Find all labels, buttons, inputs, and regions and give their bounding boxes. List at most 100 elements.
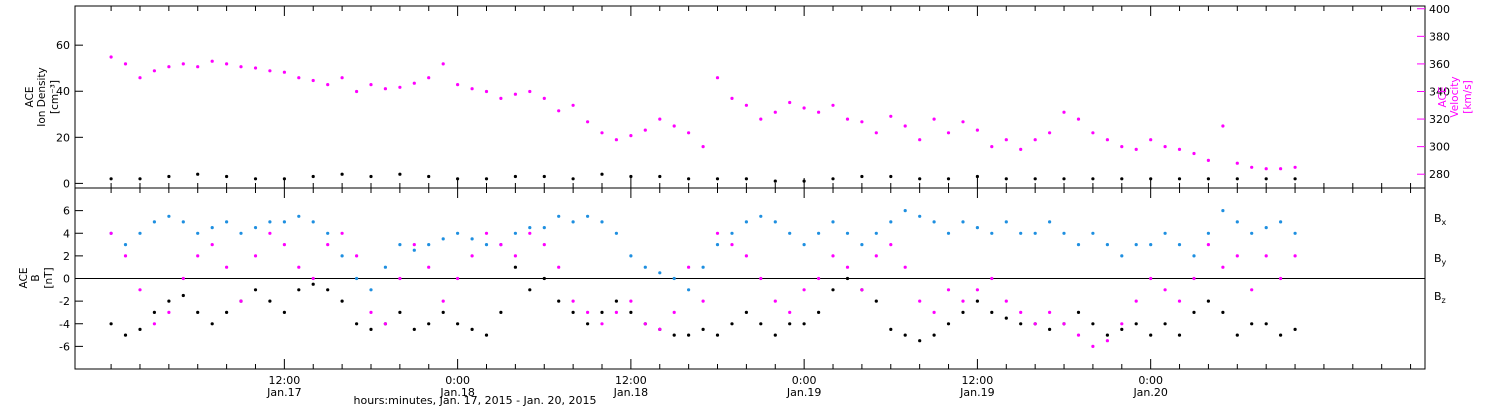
magnetic-field-series1-point xyxy=(946,231,951,235)
magnetic-field-series1-point xyxy=(1177,243,1182,247)
density-velocity-series1-point xyxy=(109,55,113,59)
magnetic-field-series2-point xyxy=(571,299,575,303)
density-velocity-series1-point xyxy=(672,124,676,128)
magnetic-field-series1-point xyxy=(975,226,980,230)
magnetic-field-series0-point xyxy=(586,322,590,326)
magnetic-field-series2-point xyxy=(1076,333,1081,337)
magnetic-field-series1-point xyxy=(427,243,431,247)
legend-entry: By xyxy=(1434,252,1447,267)
magnetic-field-series0-point xyxy=(355,322,359,326)
magnetic-field-series2-point xyxy=(542,243,546,247)
magnetic-field-series2-point xyxy=(773,299,777,303)
magnetic-field-series2-point xyxy=(297,265,301,269)
density-velocity-series0-point xyxy=(398,172,402,176)
x-tick-label-time: 0:00 xyxy=(1138,374,1163,387)
density-axis-label-line3: [cm⁻³] xyxy=(49,80,61,114)
magnetic-field-series0-point xyxy=(773,333,777,337)
density-velocity-series1-point xyxy=(730,96,734,100)
magnetic-field-series2-point xyxy=(600,322,604,326)
magnetic-field-series0-point xyxy=(1163,322,1167,326)
magnetic-field-series2-point xyxy=(1134,299,1138,303)
density-velocity-series1-point xyxy=(831,103,835,107)
magnetic-field-series0-point xyxy=(889,327,893,331)
magnetic-field-series1-point xyxy=(123,243,128,247)
velocity-tick-label: 400 xyxy=(1429,3,1450,16)
magnetic-field-series0-point xyxy=(1004,316,1008,320)
magnetic-field-series2-point xyxy=(355,254,359,258)
magnetic-field-series0-point xyxy=(557,299,561,303)
magnetic-field-series1-point xyxy=(672,276,676,281)
magnetic-field-series2-point xyxy=(167,310,171,314)
x-tick-label-time: 12:00 xyxy=(615,374,647,387)
density-velocity-series1-point xyxy=(383,87,387,91)
density-velocity-series1-point xyxy=(1192,151,1196,156)
magnetic-field-series0-point xyxy=(730,322,734,326)
magnetic-field-series2-point xyxy=(643,322,647,326)
density-tick-label: 60 xyxy=(56,39,70,52)
magnetic-field-series0-point xyxy=(311,282,315,286)
magnetic-field-series0-point xyxy=(874,299,878,303)
density-velocity-panel: 0 20 40 60 280 300 320 340 360 380 400 ACE Ion De… xyxy=(24,3,1474,191)
magnetic-field-series2-point xyxy=(470,254,474,258)
magnetic-field-series2-point xyxy=(586,310,590,314)
legend-entry: Bx xyxy=(1434,212,1447,227)
density-velocity-series0-point xyxy=(715,177,720,181)
density-velocity-series1-point xyxy=(528,89,532,94)
magnetic-field-series2-point xyxy=(1279,276,1283,281)
density-velocity-series0-point xyxy=(658,174,662,179)
density-velocity-series0-point xyxy=(1235,177,1239,181)
magnetic-field-series2-point xyxy=(1048,310,1052,314)
magnetic-field-series0-point xyxy=(268,299,272,303)
magnetic-field-series1-point xyxy=(225,220,229,224)
magnetic-field-panel: -6 -4 -2 0 2 4 6 ACE B [nT] Bx By Bz xyxy=(18,187,1447,370)
magnetic-field-series0-point xyxy=(181,293,185,298)
density-velocity-series0-point xyxy=(484,177,489,181)
density-velocity-series1-point xyxy=(701,145,705,149)
magnetic-field-series1-point xyxy=(1221,209,1225,213)
magnetic-field-series1-point xyxy=(167,214,171,218)
density-velocity-series1-point xyxy=(268,69,272,73)
magnetic-field-series2-point xyxy=(484,231,489,235)
density-velocity-series1-point xyxy=(1091,131,1095,135)
b-field-tick-label: 0 xyxy=(63,273,70,286)
magnetic-field-series0-point xyxy=(196,310,200,314)
magnetic-field-series0-point xyxy=(1177,333,1182,337)
b-axis-label-line3: [nT] xyxy=(43,267,55,288)
density-velocity-series0-point xyxy=(196,172,200,176)
magnetic-field-series0-point xyxy=(109,322,113,326)
magnetic-field-series1-point xyxy=(788,231,792,235)
magnetic-field-series1-point xyxy=(138,231,142,235)
density-velocity-series1-point xyxy=(181,62,185,66)
x-axis-label: hours:minutes, Jan. 17, 2015 - Jan. 20, … xyxy=(354,394,597,407)
density-velocity-series1-point xyxy=(340,76,344,80)
magnetic-field-series1-point xyxy=(297,214,301,218)
density-velocity-series1-point xyxy=(499,96,503,100)
magnetic-field-series0-point xyxy=(1235,333,1239,337)
magnetic-field-series1-point xyxy=(1091,231,1095,235)
magnetic-field-series0-point xyxy=(297,288,301,292)
density-velocity-series1-point xyxy=(874,131,878,135)
magnetic-field-series1-point xyxy=(990,231,994,235)
magnetic-field-series1-point xyxy=(1004,220,1008,224)
density-velocity-series1-point xyxy=(889,114,893,118)
density-velocity-series0-point xyxy=(860,174,864,179)
magnetic-field-series0-point xyxy=(152,310,156,314)
b-axis-label-line1: ACE xyxy=(18,268,30,289)
magnetic-field-series1-point xyxy=(1163,231,1167,235)
density-velocity-series1-point xyxy=(629,134,633,138)
magnetic-field-series0-point xyxy=(528,288,532,292)
magnetic-field-series1-point xyxy=(1076,243,1081,247)
magnetic-field-series1-point xyxy=(860,243,864,247)
magnetic-field-series1-point xyxy=(1033,231,1037,235)
velocity-axis-ticks: 280 300 320 340 360 380 400 xyxy=(1417,3,1450,181)
density-tick-label: 20 xyxy=(56,131,70,144)
magnetic-field-series0-point xyxy=(946,322,951,326)
magnetic-field-series0-point xyxy=(427,322,431,326)
magnetic-field-series1-point xyxy=(528,226,532,230)
velocity-axis-label-line2: Velocity xyxy=(1449,76,1461,117)
density-velocity-series0-point xyxy=(744,177,749,181)
density-velocity-series1-point xyxy=(398,85,402,89)
magnetic-field-series1-point xyxy=(744,220,749,224)
magnetic-field-series2-point xyxy=(1163,288,1167,292)
x-tick-label-date: Jan.18 xyxy=(439,386,474,399)
